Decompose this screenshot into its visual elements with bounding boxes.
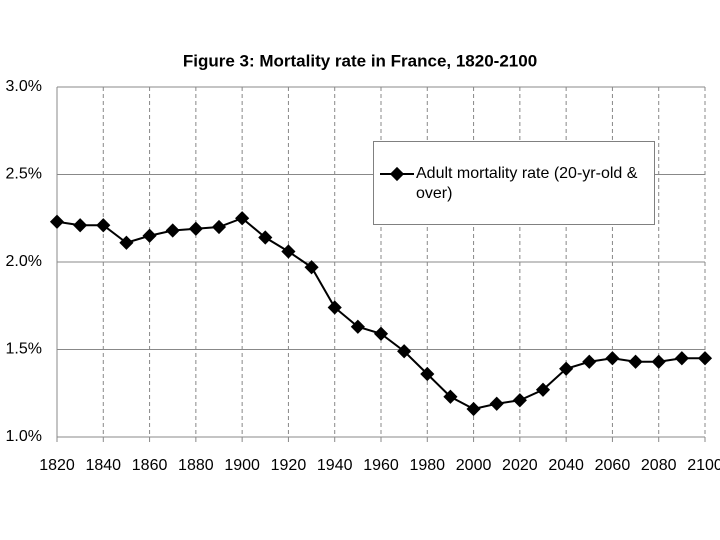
data-point xyxy=(420,366,435,382)
data-point xyxy=(142,228,157,243)
data-point xyxy=(211,219,227,235)
data-point xyxy=(489,396,504,411)
y-tick-label: 2.0% xyxy=(6,253,42,270)
x-tick-label: 1940 xyxy=(317,457,353,474)
chart-title: Figure 3: Mortality rate in France, 1820… xyxy=(183,51,537,70)
x-tick-label: 1960 xyxy=(363,457,399,474)
x-tick-label: 1920 xyxy=(271,457,307,474)
y-tick-label: 1.0% xyxy=(6,428,42,445)
y-tick-label: 1.5% xyxy=(6,341,42,358)
x-tick-label: 1900 xyxy=(224,457,260,474)
data-point xyxy=(582,354,597,369)
legend: Adult mortality rate (20-yr-old & over) xyxy=(373,141,655,225)
x-tick-label: 2040 xyxy=(548,457,584,474)
legend-marker xyxy=(389,166,405,182)
data-point xyxy=(697,351,713,366)
data-point xyxy=(535,382,551,397)
data-point xyxy=(674,351,689,366)
data-point xyxy=(235,211,250,226)
data-point xyxy=(466,401,481,417)
x-tick-label: 2020 xyxy=(502,457,538,474)
x-tick-label: 1860 xyxy=(132,457,168,474)
data-point xyxy=(651,354,666,369)
data-point xyxy=(373,326,389,341)
data-point xyxy=(397,344,412,359)
data-point xyxy=(258,230,273,245)
data-point xyxy=(350,319,365,334)
x-tick-label: 2060 xyxy=(595,457,631,474)
data-point xyxy=(49,214,65,229)
x-tick-label: 2000 xyxy=(456,457,492,474)
x-tick-label: 2100 xyxy=(687,457,720,474)
x-tick-label: 2080 xyxy=(641,457,677,474)
x-tick-label: 1840 xyxy=(85,457,121,474)
data-point xyxy=(512,393,527,408)
data-point xyxy=(628,354,643,369)
data-point xyxy=(559,361,574,376)
legend-label: Adult mortality rate (20-yr-old & over) xyxy=(416,165,638,202)
x-tick-label: 1980 xyxy=(409,457,445,474)
x-tick-label: 1880 xyxy=(178,457,214,474)
legend-swatch xyxy=(380,166,414,182)
data-point xyxy=(327,300,342,315)
data-point xyxy=(165,223,180,238)
x-tick-label: 1820 xyxy=(39,457,75,474)
y-tick-label: 2.5% xyxy=(6,166,42,183)
data-point xyxy=(304,260,319,275)
data-point xyxy=(188,221,203,236)
data-point xyxy=(281,244,296,259)
data-point xyxy=(443,389,458,404)
data-point xyxy=(605,351,620,366)
data-point xyxy=(73,218,88,233)
y-tick-label: 3.0% xyxy=(6,78,42,95)
